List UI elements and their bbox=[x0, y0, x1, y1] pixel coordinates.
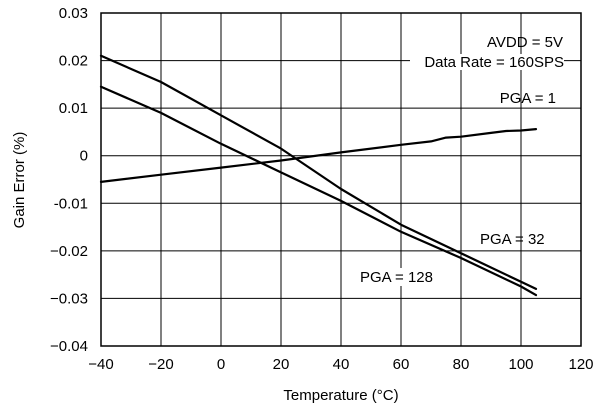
y-tick-label: -0.01 bbox=[54, 195, 88, 212]
y-tick-label: 0 bbox=[80, 148, 88, 165]
pga-1-label: PGA = 1 bbox=[500, 90, 556, 107]
y-tick-label: −0.02 bbox=[50, 243, 88, 260]
y-tick-label: −0.03 bbox=[50, 290, 88, 307]
series-line-pga-1 bbox=[99, 128, 538, 183]
x-tick-label: 60 bbox=[393, 356, 410, 373]
plot-frame bbox=[100, 12, 582, 347]
pga-128-label-background bbox=[358, 268, 454, 286]
series-lines bbox=[99, 54, 538, 297]
x-tick-label: 100 bbox=[508, 356, 533, 373]
x-tick-label: 120 bbox=[568, 356, 593, 373]
y-tick-label: 0.03 bbox=[59, 5, 88, 22]
rate-label-background bbox=[410, 54, 564, 70]
x-tick-label: 80 bbox=[453, 356, 470, 373]
x-axis-title: Temperature (°C) bbox=[283, 387, 398, 404]
pga-128-label: PGA = 128 bbox=[360, 269, 433, 286]
y-tick-label: 0.02 bbox=[59, 53, 88, 70]
y-tick-label: 0.01 bbox=[59, 100, 88, 117]
x-tick-label: 20 bbox=[273, 356, 290, 373]
series-line-pga-128 bbox=[99, 85, 538, 297]
x-tick-label: 40 bbox=[333, 356, 350, 373]
pga-32-label: PGA = 32 bbox=[480, 231, 545, 248]
series-line-pga-32 bbox=[99, 54, 538, 290]
y-tick-label: −0.04 bbox=[50, 338, 88, 355]
x-tick-label: 0 bbox=[217, 356, 225, 373]
x-tick-label: −40 bbox=[88, 356, 113, 373]
y-axis-title: Gain Error (%) bbox=[11, 132, 28, 229]
avdd-label: AVDD = 5V bbox=[487, 34, 563, 51]
tick-labels: −40 −20 0 20 40 60 80 100 120 0.03 0.02 0.01 0 -0.01 −… bbox=[50, 5, 593, 373]
x-tick-label: −20 bbox=[148, 356, 173, 373]
data-rate-label: Data Rate = 160SPS bbox=[424, 54, 564, 71]
